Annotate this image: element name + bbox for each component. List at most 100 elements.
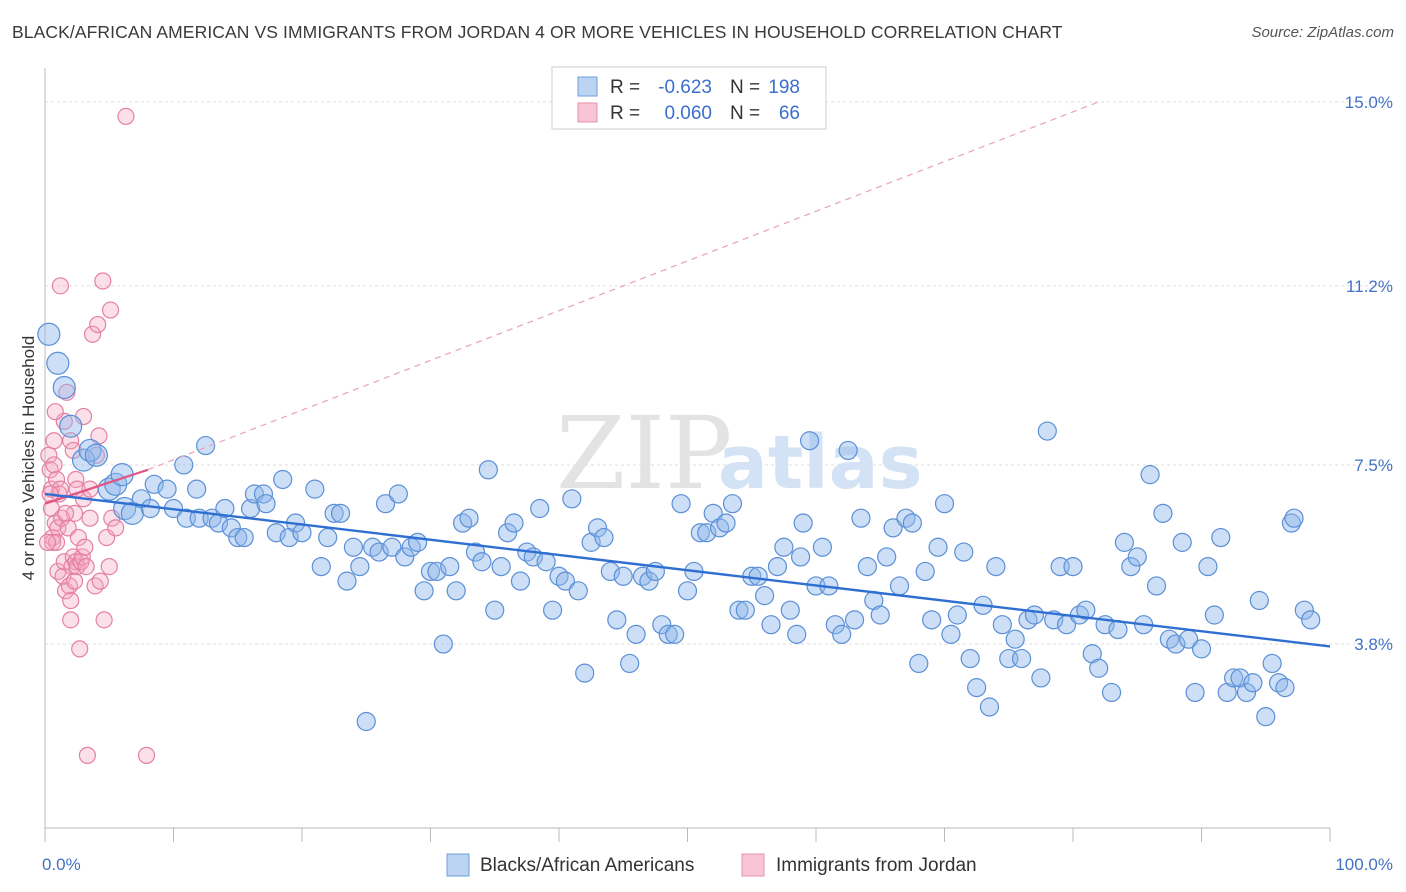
black-point <box>311 556 331 577</box>
jordan-point <box>77 557 95 576</box>
black-point <box>46 351 70 375</box>
black-point <box>1301 610 1321 630</box>
black-point <box>140 498 160 519</box>
black-point <box>870 605 890 625</box>
black-point <box>542 600 563 620</box>
black-point <box>607 610 627 630</box>
black-point <box>587 518 608 538</box>
black-point <box>1172 532 1192 552</box>
black-point <box>568 581 588 601</box>
black-point <box>947 605 967 625</box>
black-point <box>1249 590 1269 611</box>
black-point <box>343 537 363 557</box>
black-point <box>1153 503 1173 523</box>
y-tick-label: 3.8% <box>1354 635 1393 654</box>
black-point <box>388 484 408 504</box>
black-point <box>748 566 768 586</box>
black-point <box>1191 639 1212 659</box>
black-point <box>697 523 717 543</box>
black-point <box>350 556 370 577</box>
black-point <box>221 518 241 538</box>
black-point <box>922 610 942 630</box>
black-point <box>1063 556 1083 577</box>
black-point <box>1243 673 1263 693</box>
jordan-point <box>62 591 80 610</box>
jordan-points <box>38 107 156 764</box>
black-point <box>369 542 389 562</box>
watermark-atlas: atlas <box>718 420 923 506</box>
x-ticks <box>44 828 1331 842</box>
black-point <box>144 474 164 494</box>
black-point <box>504 513 524 533</box>
black-point <box>652 615 672 635</box>
bottom-legend: Blacks/African Americans Immigrants from… <box>446 853 977 877</box>
black-point <box>1236 682 1257 703</box>
chart-title: BLACK/AFRICAN AMERICAN VS IMMIGRANTS FRO… <box>12 22 1063 42</box>
black-point <box>375 494 396 514</box>
black-point <box>256 494 276 514</box>
jordan-point <box>101 301 120 319</box>
black-point <box>1037 421 1057 441</box>
jordan-point <box>137 746 156 764</box>
legend-n-label-jordan: N = <box>730 103 760 124</box>
legend-n-value-jordan: 66 <box>779 103 800 124</box>
black-point <box>1005 629 1025 649</box>
watermark-zip: ZIP <box>556 395 732 512</box>
black-point <box>787 624 807 644</box>
black-point <box>440 556 460 577</box>
black-point <box>729 600 749 620</box>
jordan-point <box>91 572 109 590</box>
black-point <box>774 537 794 557</box>
jordan-point <box>78 746 97 764</box>
black-point <box>234 527 254 548</box>
black-point <box>844 610 865 630</box>
black-point <box>536 552 556 572</box>
jordan-point <box>76 538 94 556</box>
black-point <box>465 542 486 562</box>
black-point <box>1294 600 1314 620</box>
black-point <box>1121 556 1141 577</box>
black-point <box>1114 532 1135 552</box>
jordan-point <box>95 611 113 629</box>
black-point <box>851 508 871 528</box>
black-point <box>510 571 531 591</box>
black-point <box>356 711 376 732</box>
black-point <box>1024 605 1045 625</box>
jordan-point <box>86 577 104 595</box>
black-point <box>1204 605 1224 625</box>
jordan-point <box>60 577 79 595</box>
black-point <box>941 624 961 644</box>
jordan-point <box>56 504 75 522</box>
bottom-legend-label-black: Blacks/African Americans <box>480 855 694 876</box>
bottom-legend-label-jordan: Immigrants from Jordan <box>776 855 977 876</box>
jordan-point <box>51 277 70 295</box>
black-point <box>215 498 235 519</box>
black-point <box>613 566 633 586</box>
black-point <box>780 600 800 620</box>
jordan-point <box>73 548 91 566</box>
jordan-point <box>94 272 112 290</box>
black-point <box>273 469 293 490</box>
black-point <box>174 455 194 475</box>
black-point <box>1101 682 1122 703</box>
black-point <box>266 523 286 543</box>
black-point <box>478 460 498 480</box>
black-point <box>735 600 755 620</box>
jordan-point <box>45 432 63 450</box>
jordan-point <box>65 504 84 522</box>
black-point <box>330 503 351 523</box>
black-point <box>408 532 428 552</box>
black-point <box>78 438 102 463</box>
jordan-point <box>69 528 88 547</box>
black-point <box>1185 682 1205 703</box>
black-point <box>530 498 550 519</box>
black-point <box>877 547 897 567</box>
black-point <box>52 375 76 400</box>
black-point <box>761 615 781 635</box>
black-point <box>1198 556 1218 577</box>
jordan-point <box>89 315 107 334</box>
black-point <box>671 494 691 514</box>
black-point <box>420 561 441 582</box>
black-point <box>594 527 614 548</box>
black-point <box>433 634 453 654</box>
